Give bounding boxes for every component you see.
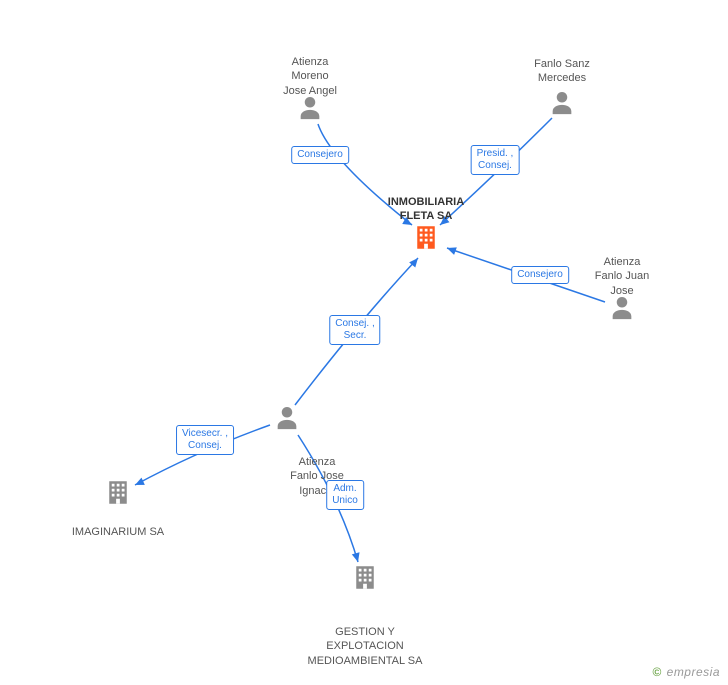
brand-name: empresia <box>667 665 720 679</box>
node-fanlo_sanz[interactable] <box>548 89 576 122</box>
edge-label-atienza_juan-inmobiliaria: Consejero <box>511 266 569 284</box>
copyright-symbol: © <box>652 665 661 679</box>
arrow-icon <box>446 244 457 255</box>
arrow-icon <box>352 552 362 563</box>
node-atienza_moreno[interactable] <box>296 94 324 127</box>
node-gestion[interactable] <box>350 563 380 598</box>
person-icon <box>296 94 324 122</box>
edge-label-atienza_moreno-inmobiliaria: Consejero <box>291 146 349 164</box>
building-icon <box>103 478 133 508</box>
edge-atienza_moreno-inmobiliaria <box>318 124 412 225</box>
node-atienza_juan[interactable] <box>608 294 636 327</box>
person-icon <box>273 404 301 432</box>
node-atienza_ignacio[interactable] <box>273 404 301 437</box>
building-icon <box>411 223 441 253</box>
edge-label-atienza_ignacio-imaginarium: Vicesecr. , Consej. <box>176 425 234 455</box>
node-imaginarium[interactable] <box>103 478 133 513</box>
building-icon <box>350 563 380 593</box>
footer-credit: © empresia <box>652 665 720 679</box>
edge-label-atienza_ignacio-inmobiliaria: Consej. , Secr. <box>329 315 380 345</box>
node-inmobiliaria[interactable] <box>411 223 441 258</box>
person-icon <box>548 89 576 117</box>
edge-label-atienza_ignacio-gestion: Adm. Unico <box>326 480 364 510</box>
person-icon <box>608 294 636 322</box>
arrow-icon <box>133 478 145 489</box>
edge-label-fanlo_sanz-inmobiliaria: Presid. , Consej. <box>471 145 520 175</box>
diagram-canvas: Atienza Moreno Jose AngelFanlo Sanz Merc… <box>0 0 728 685</box>
